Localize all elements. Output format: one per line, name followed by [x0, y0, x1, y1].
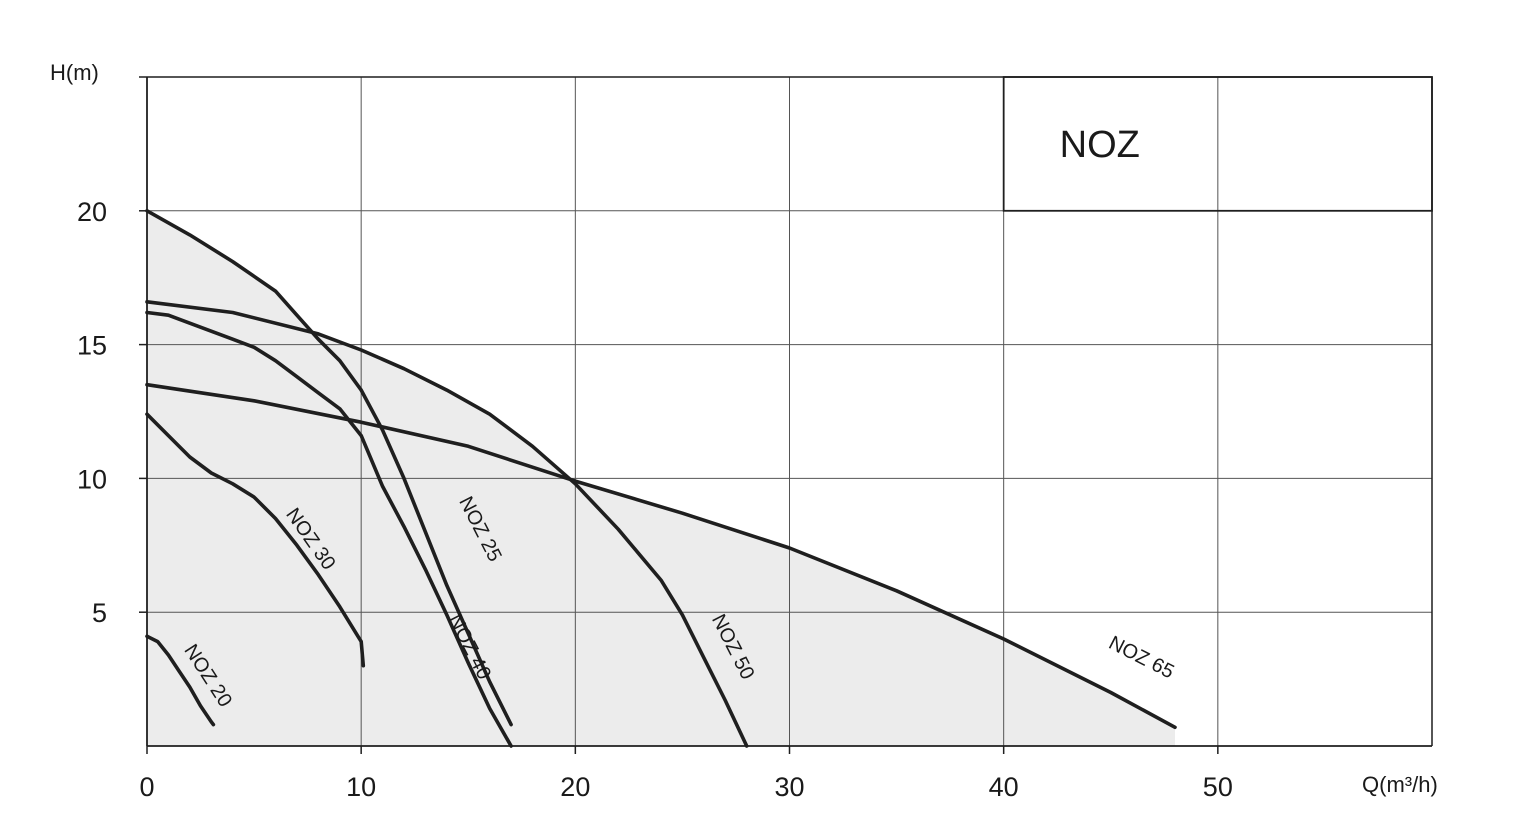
axes: 0 10 20 30 40 50 5 10 15 20 — [77, 76, 1433, 802]
x-tick-label: 0 — [139, 772, 154, 802]
x-axis-label: Q(m³/h) — [1362, 772, 1438, 797]
curve-label-noz-65: NOZ 65 — [1105, 632, 1177, 683]
series-curves — [145, 209, 1177, 748]
x-tick-label: 20 — [560, 772, 590, 802]
x-tick-label: 10 — [346, 772, 376, 802]
curve-noz-25 — [145, 209, 513, 727]
curve-noz-65 — [145, 382, 1177, 730]
x-tick-label: 40 — [989, 772, 1019, 802]
grid — [147, 77, 1432, 746]
y-tick-label: 10 — [77, 464, 107, 494]
x-tick-label: 30 — [774, 772, 804, 802]
chart-title: NOZ — [1060, 124, 1140, 166]
y-axis-label: H(m) — [50, 60, 99, 85]
y-tick-label: 20 — [77, 197, 107, 227]
y-tick-label: 15 — [77, 331, 107, 361]
curve-noz-40 — [145, 310, 513, 748]
curve-noz-50 — [145, 300, 749, 748]
y-tick-label: 5 — [92, 598, 107, 628]
x-tick-label: 50 — [1203, 772, 1233, 802]
curve-noz-20 — [145, 634, 216, 727]
curve-noz-30 — [145, 412, 366, 668]
